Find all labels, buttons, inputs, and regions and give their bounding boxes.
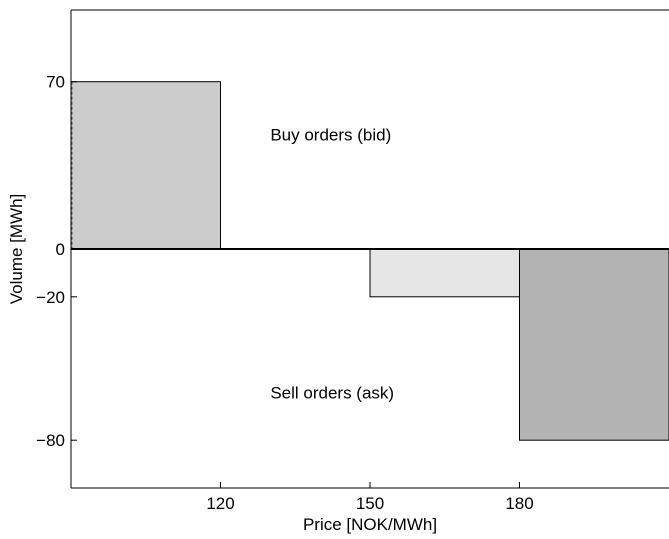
x-tick-label-180: 180 [505, 494, 533, 513]
annotations-group: Buy orders (bid) Sell orders (ask) [270, 125, 394, 402]
y-tick-label-0: 70 [46, 73, 65, 92]
y-tick-label-2: −20 [36, 288, 65, 307]
y-tick-label-1: 0 [56, 240, 65, 259]
ask-bar-1 [369, 248, 520, 298]
annotation-0: Buy orders (bid) [270, 125, 391, 144]
ask-bar-2 [519, 248, 669, 441]
ticks-group: 120 150 180 70 0 −20 −80 [36, 73, 534, 513]
x-axis-label: Price [NOK/MWh] [303, 515, 437, 534]
x-tick-label-120: 120 [206, 494, 234, 513]
y-axis-label: Volume [MWh] [7, 194, 26, 305]
y-tick-label-3: −80 [36, 431, 65, 450]
annotation-1: Sell orders (ask) [270, 383, 394, 402]
bid-bar-0 [70, 81, 221, 250]
x-tick-label-150: 150 [356, 494, 384, 513]
bars-group [70, 81, 669, 441]
